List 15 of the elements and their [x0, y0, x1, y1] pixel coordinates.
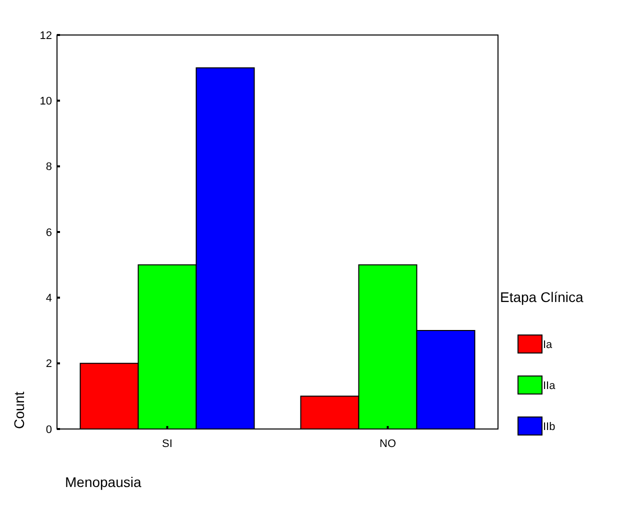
- y-tick-label: 4: [46, 292, 52, 305]
- y-tick-label: 6: [46, 226, 52, 239]
- legend-label: Ia: [543, 338, 554, 351]
- legend-label: IIb: [543, 420, 556, 433]
- y-tick-label: 12: [40, 30, 52, 42]
- x-axis-title: Menopausia: [65, 474, 142, 490]
- legend-title: Etapa Clínica: [500, 288, 584, 305]
- y-tick-label: 0: [46, 424, 52, 436]
- y-tick-label: 10: [40, 96, 52, 108]
- y-axis-title: Count: [11, 392, 27, 429]
- legend-label: IIa: [543, 380, 556, 392]
- y-tick-label: 8: [46, 161, 52, 174]
- x-tick-label: SI: [162, 438, 172, 450]
- y-tick-label: 2: [46, 358, 52, 370]
- x-tick-label: NO: [380, 438, 396, 450]
